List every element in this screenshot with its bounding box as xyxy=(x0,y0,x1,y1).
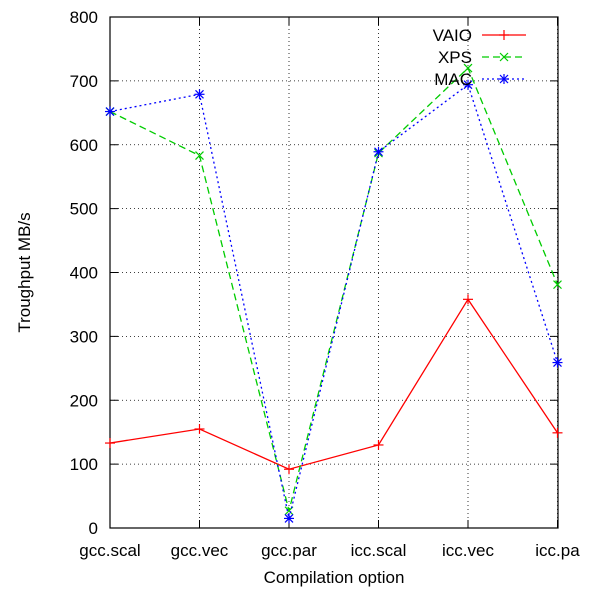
y-tick-label: 400 xyxy=(70,264,98,283)
legend-marker xyxy=(499,52,509,62)
data-point xyxy=(284,513,294,524)
data-point xyxy=(194,423,205,434)
data-point xyxy=(463,63,473,73)
x-tick-label: gcc.scal xyxy=(79,541,140,560)
x-tick-label: icc.scal xyxy=(351,541,407,560)
data-point xyxy=(552,427,563,438)
data-point xyxy=(463,294,473,305)
data-point xyxy=(105,438,115,449)
data-point xyxy=(373,146,384,157)
data-point xyxy=(552,357,563,368)
x-tick-label: gcc.vec xyxy=(171,541,229,560)
y-tick-label: 700 xyxy=(70,72,98,91)
y-tick-label: 300 xyxy=(70,327,98,346)
x-tick-label: icc.vec xyxy=(442,541,494,560)
data-point xyxy=(553,280,562,290)
grid-lines xyxy=(110,17,558,528)
y-tick-label: 0 xyxy=(89,519,98,538)
legend-marker xyxy=(499,30,509,40)
legend-label: XPS xyxy=(438,48,472,67)
series-xps xyxy=(105,63,562,516)
y-axis-title: Troughput MB/s xyxy=(15,212,34,332)
x-tick-label: icc.pa xyxy=(535,541,580,560)
x-axis-title: Compilation option xyxy=(264,568,405,587)
data-point xyxy=(284,464,294,475)
data-point xyxy=(194,89,205,100)
y-tick-label: 200 xyxy=(70,391,98,410)
legend: VAIO XPS MAC xyxy=(433,26,526,89)
data-point xyxy=(373,439,384,450)
x-tick-label: gcc.par xyxy=(261,541,317,560)
data-point xyxy=(463,79,473,90)
axis-ticks: 0 100 200 300 400 500 600 700 800 gcc.scal gcc.vec… xyxy=(70,8,581,560)
data-point xyxy=(105,106,115,117)
y-tick-label: 800 xyxy=(70,8,98,27)
series-vaio xyxy=(105,294,563,475)
y-tick-label: 600 xyxy=(70,136,98,155)
series-lines xyxy=(105,63,563,524)
y-tick-label: 100 xyxy=(70,455,98,474)
series-mac xyxy=(105,79,563,524)
series-line-xps xyxy=(109,66,559,511)
legend-label: VAIO xyxy=(433,26,472,45)
legend-label: MAC xyxy=(434,70,472,89)
legend-marker xyxy=(499,74,509,84)
data-point xyxy=(195,151,204,161)
y-tick-label: 500 xyxy=(70,200,98,219)
series-line-mac xyxy=(109,83,559,519)
series-line-vaio xyxy=(109,298,559,470)
